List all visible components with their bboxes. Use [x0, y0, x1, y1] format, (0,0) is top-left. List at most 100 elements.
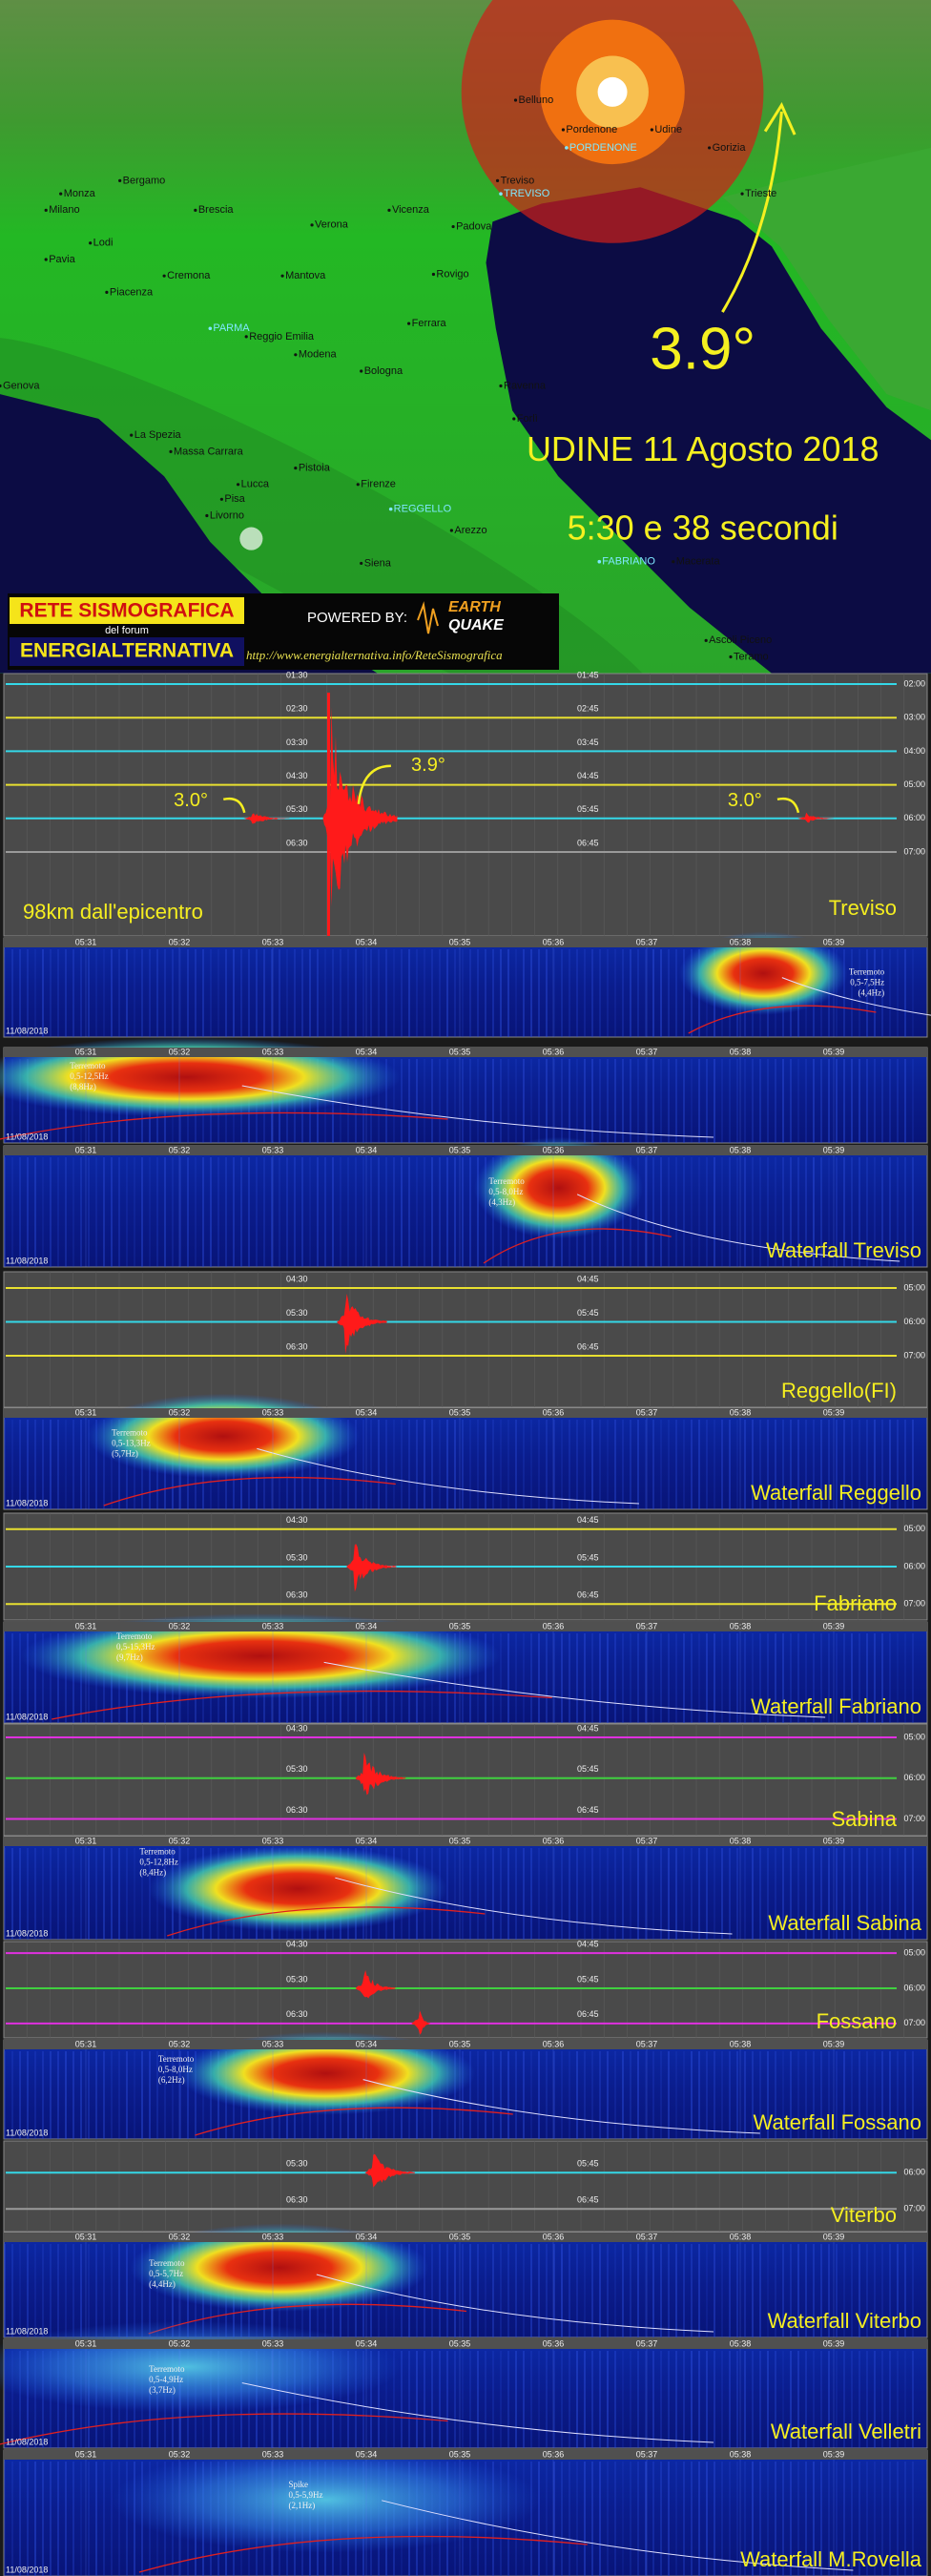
noise-stripe [103, 1157, 105, 1267]
time-label: 05:45 [577, 1308, 599, 1318]
panel-title: Waterfall Treviso [766, 1238, 921, 1262]
noise-stripe [859, 1633, 860, 1723]
noise-stripe [4, 1633, 6, 1723]
noise-stripe [912, 949, 914, 1037]
noise-stripe [355, 2351, 357, 2448]
noise-stripe [340, 1420, 341, 1509]
noise-stripe [561, 1420, 563, 1509]
time-label: 05:35 [449, 1836, 471, 1845]
station-label: TREVISO [504, 188, 550, 199]
noise-stripe [637, 2351, 639, 2448]
noise-stripe [462, 1059, 464, 1143]
seismo-panel: 04:30 04:45 05:00 05:30 05:45 06:00 06:30 06:45… [3, 1939, 928, 2039]
noise-stripe [698, 1633, 700, 1723]
noise-stripe [561, 2351, 563, 2448]
noise-stripe [866, 1059, 868, 1143]
noise-stripe [569, 2462, 570, 2576]
noise-stripe [637, 1420, 639, 1509]
noise-stripe [492, 1848, 494, 1940]
croatia-land [722, 147, 931, 411]
noise-stripe [500, 2351, 502, 2448]
noise-stripe [271, 1157, 273, 1267]
heat-blob [111, 2446, 541, 2553]
noise-stripe [111, 2244, 113, 2337]
noise-stripe [675, 2351, 677, 2448]
time-label: 05:34 [356, 2039, 378, 2048]
noise-stripe [462, 2051, 464, 2139]
annotation-arrow [357, 764, 391, 804]
seismic-burst [345, 1544, 397, 1592]
noise-stripe [553, 949, 555, 1037]
city-label: Pisa [224, 493, 245, 505]
time-label: 05:32 [169, 1621, 191, 1631]
noise-stripe [111, 2051, 113, 2139]
time-label: 05:33 [262, 1407, 284, 1417]
noise-stripe [820, 1420, 822, 1509]
noise-stripe [797, 2462, 799, 2576]
panel-title: Sabina [831, 1807, 897, 1831]
noise-stripe [630, 2244, 631, 2337]
noise-stripe [759, 1157, 761, 1267]
noise-stripe [370, 1157, 372, 1267]
noise-stripe [179, 1157, 181, 1267]
seismo-panel: 04:30 04:45 05:00 05:30 05:45 06:00 06:30 06:45… [3, 1512, 928, 1621]
noise-stripe [11, 1848, 13, 1940]
noise-stripe [530, 1059, 532, 1143]
noise-stripe [599, 949, 601, 1037]
time-label: 06:00 [903, 1773, 925, 1782]
noise-stripe [889, 1633, 891, 1723]
noise-stripe [706, 2244, 708, 2337]
noise-stripe [515, 1420, 517, 1509]
noise-stripe [439, 949, 441, 1037]
noise-stripe [729, 1157, 731, 1267]
noise-stripe [836, 1420, 838, 1509]
time-label: 07:00 [903, 1350, 925, 1360]
noise-stripe [538, 949, 540, 1037]
noise-stripe [729, 2244, 731, 2337]
noise-stripe [477, 949, 479, 1037]
noise-stripe [431, 949, 433, 1037]
city-dot [244, 335, 248, 339]
noise-stripe [851, 2351, 853, 2448]
noise-stripe [164, 1157, 166, 1267]
city-dot [360, 369, 363, 373]
time-label: 05:33 [262, 1047, 284, 1056]
noise-stripe [897, 1848, 899, 1940]
noise-stripe [523, 1633, 525, 1723]
noise-stripe [294, 949, 296, 1037]
noise-stripe [57, 2051, 59, 2139]
noise-stripe [851, 1848, 853, 1940]
seismic-burst [355, 1752, 406, 1796]
noise-stripe [859, 1157, 860, 1267]
noise-stripe [752, 1059, 754, 1143]
noise-stripe [362, 1157, 364, 1267]
noise-stripe [881, 1157, 883, 1267]
energy-curve [0, 1111, 448, 1140]
time-label: 07:00 [903, 2018, 925, 2027]
detection-note: (2,1Hz) [289, 2501, 316, 2510]
time-label: 04:30 [286, 1723, 308, 1733]
city-label: Macerata [676, 556, 721, 568]
noise-stripe [775, 2244, 776, 2337]
city-dot [294, 353, 298, 357]
noise-stripe [752, 1633, 754, 1723]
noise-stripe [660, 1059, 662, 1143]
noise-stripe [767, 2051, 769, 2139]
noise-stripe [706, 2051, 708, 2139]
time-label: 05:37 [636, 2232, 658, 2241]
noise-stripe [790, 2051, 792, 2139]
noise-stripe [859, 2351, 860, 2448]
noise-stripe [767, 2244, 769, 2337]
noise-stripe [225, 1157, 227, 1267]
noise-stripe [378, 1420, 380, 1509]
time-label: 06:30 [286, 1805, 308, 1815]
city-dot [708, 146, 712, 150]
date-label: 11/08/2018 [6, 2326, 48, 2336]
time-label: 02:45 [577, 704, 599, 714]
time-label: 05:39 [823, 2449, 845, 2459]
city-dot [44, 258, 48, 261]
time-label: 05:34 [356, 1047, 378, 1056]
noise-stripe [668, 1633, 670, 1723]
noise-stripe [57, 949, 59, 1037]
noise-stripe [561, 1848, 563, 1940]
